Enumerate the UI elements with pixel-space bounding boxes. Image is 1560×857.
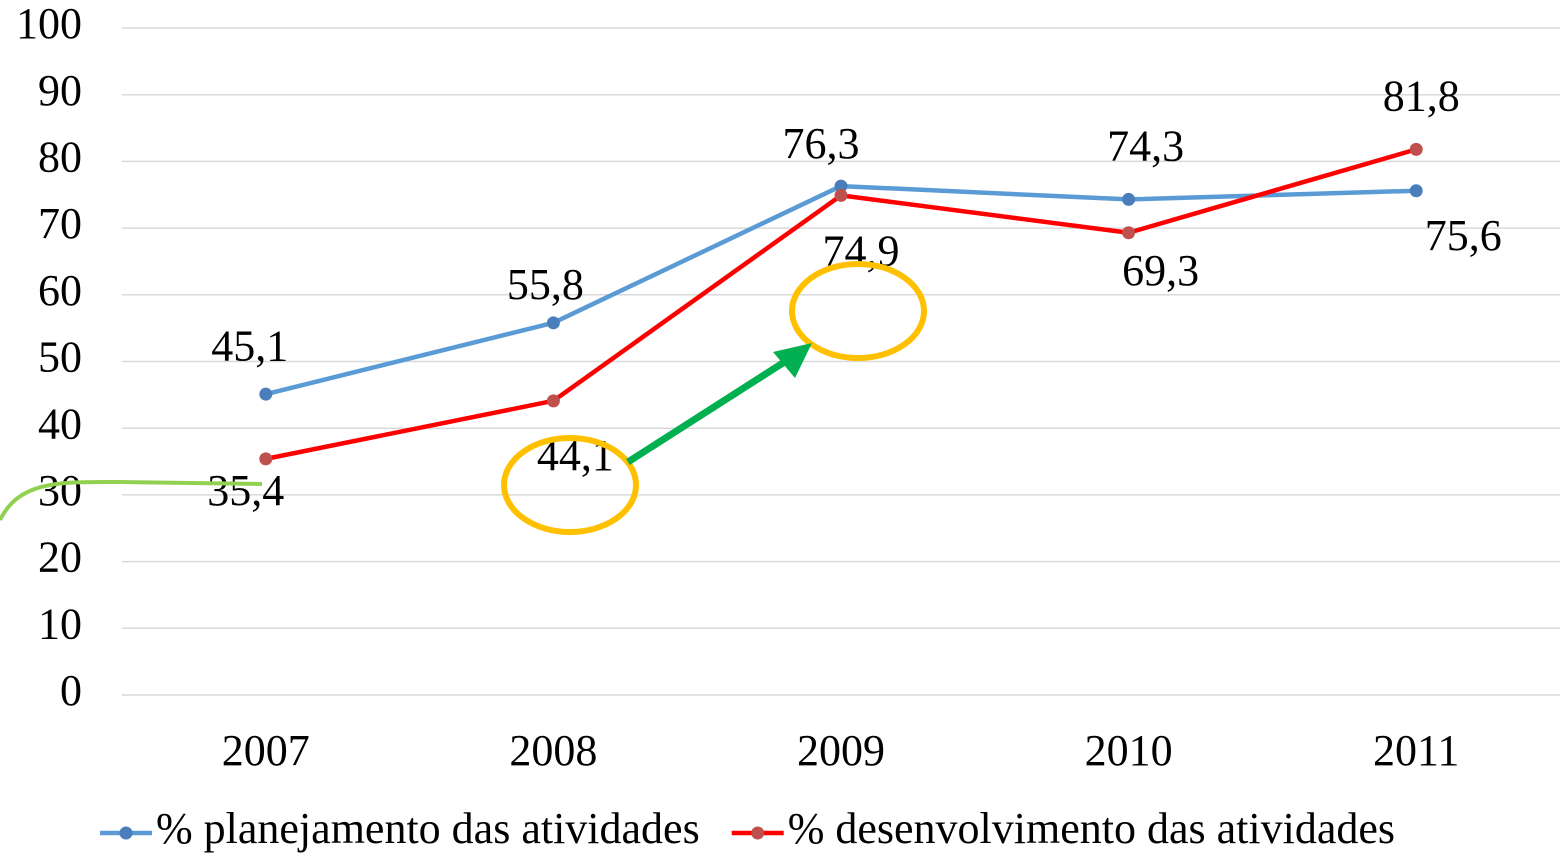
point-marker bbox=[546, 394, 560, 408]
annotation-circle bbox=[789, 261, 927, 361]
y-tick-label: 90 bbox=[38, 66, 82, 115]
data-label: 55,8 bbox=[507, 260, 584, 309]
x-tick-label: 2008 bbox=[509, 726, 597, 775]
x-tick-label: 2009 bbox=[797, 726, 885, 775]
data-label: 35,4 bbox=[207, 466, 284, 515]
y-tick-label: 100 bbox=[16, 0, 82, 48]
annotation-circle bbox=[501, 435, 639, 535]
point-marker bbox=[259, 387, 273, 401]
legend: % planejamento das atividades % desenvolv… bbox=[100, 804, 1395, 853]
data-label: 74,3 bbox=[1107, 122, 1184, 171]
point-marker bbox=[259, 452, 273, 466]
y-tick-label: 80 bbox=[38, 132, 82, 181]
point-marker bbox=[1409, 184, 1423, 198]
point-marker bbox=[1409, 142, 1423, 156]
annotations bbox=[0, 261, 927, 535]
legend-marker bbox=[751, 826, 765, 840]
plot: 0 10 20 30 40 50 60 70 80 90 100 2007 2008 2009 2010 20… bbox=[16, 0, 1560, 775]
x-tick-label: 2007 bbox=[222, 726, 310, 775]
y-tick-label: 60 bbox=[38, 266, 82, 315]
y-tick-label: 10 bbox=[38, 599, 82, 648]
point-marker bbox=[1122, 226, 1136, 240]
data-label: 45,1 bbox=[211, 321, 288, 370]
point-marker bbox=[834, 188, 848, 202]
annotation-arrow bbox=[626, 349, 802, 465]
data-label: 76,3 bbox=[783, 119, 860, 168]
point-marker bbox=[1122, 192, 1136, 206]
point-marker bbox=[834, 179, 848, 193]
legend-marker bbox=[119, 826, 133, 840]
y-tick-label: 70 bbox=[38, 199, 82, 248]
legend-label: % planejamento das atividades bbox=[156, 804, 700, 853]
data-label: 81,8 bbox=[1383, 71, 1460, 120]
series-line bbox=[265, 183, 1417, 397]
y-tick-label: 40 bbox=[38, 399, 82, 448]
point-marker bbox=[546, 316, 560, 330]
annotation-arrowhead bbox=[773, 343, 812, 378]
data-label: 75,6 bbox=[1425, 211, 1502, 260]
x-tick-label: 2011 bbox=[1373, 726, 1459, 775]
annotation-curve bbox=[0, 479, 263, 521]
x-tick-label: 2010 bbox=[1085, 726, 1173, 775]
y-tick-label: 30 bbox=[38, 466, 82, 515]
data-label: 69,3 bbox=[1122, 246, 1199, 295]
y-tick-label: 50 bbox=[38, 333, 82, 382]
y-tick-label: 0 bbox=[60, 666, 82, 715]
legend-label: % desenvolvimento das atividades bbox=[788, 804, 1395, 853]
y-tick-label: 20 bbox=[38, 533, 82, 582]
